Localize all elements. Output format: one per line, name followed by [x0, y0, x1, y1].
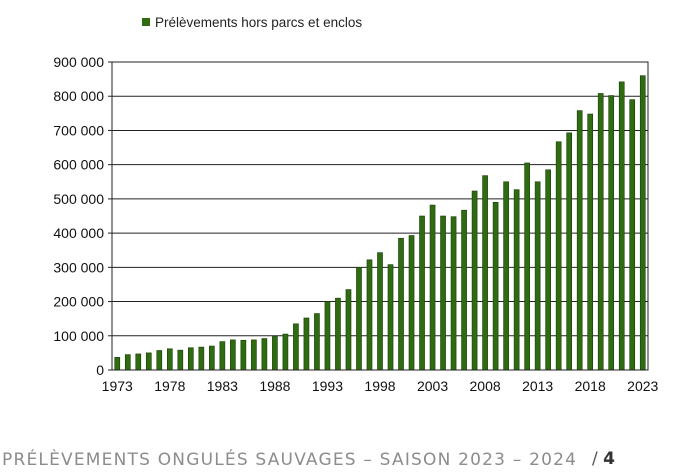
bar-1976: [145, 352, 152, 371]
bar-1987: [261, 338, 268, 371]
x-tick-label: 1973: [102, 378, 133, 394]
bar-2009: [492, 202, 499, 371]
bar-2017: [576, 110, 583, 371]
y-tick-label: 900 000: [53, 54, 104, 70]
bar-1999: [387, 264, 394, 371]
y-tick-label: 100 000: [53, 328, 104, 344]
y-tick-label: 500 000: [53, 191, 104, 207]
y-tick-label: 600 000: [53, 157, 104, 173]
x-tick-label: 2013: [522, 378, 553, 394]
legend-label: Prélèvements hors parcs et enclos: [155, 15, 362, 30]
bar-2006: [461, 209, 467, 371]
bar-2013: [534, 181, 541, 371]
x-tick-label: 1988: [259, 378, 290, 394]
bar-1996: [356, 267, 362, 371]
legend: Prélèvements hors parcs et enclos: [142, 15, 362, 30]
page-indicator: / 4: [592, 449, 615, 469]
bar-1974: [124, 354, 131, 371]
x-tick-label: 2018: [575, 378, 606, 394]
bar-2022: [629, 99, 636, 371]
plot-frame: [111, 61, 649, 371]
footer-title: PRÉLÈVEMENTS ONGULÉS SAUVAGES – SAISON 2…: [2, 450, 578, 470]
y-axis-tick-labels: 0 100 000 200 000 300 000 400 000 500 000 600 …: [53, 54, 104, 378]
y-tick-label: 0: [96, 362, 104, 378]
bar-2016: [566, 132, 572, 371]
x-tick-label: 1983: [207, 378, 238, 394]
bar-1982: [209, 345, 215, 371]
x-axis-tick-labels: 1973 1978 1983 1988 1993 1998 2003 2008 2013 2018…: [102, 378, 659, 394]
bar-1977: [156, 350, 163, 371]
x-tick-label: 2008: [470, 378, 501, 394]
bar-2003: [429, 204, 436, 371]
page-separator: /: [592, 449, 598, 469]
bar-1993: [324, 301, 331, 371]
bar-2008: [482, 175, 488, 371]
x-tick-label: 2023: [627, 378, 658, 394]
bar-1981: [198, 346, 205, 371]
x-tick-label: 2003: [417, 378, 448, 394]
bar-1989: [282, 333, 289, 371]
bar-2015: [555, 141, 562, 371]
bar-1992: [314, 313, 320, 371]
x-tick-label: 1998: [364, 378, 395, 394]
bar-2007: [471, 190, 478, 371]
bar-1984: [230, 339, 236, 371]
bar-2010: [503, 181, 509, 371]
bar-1986: [251, 339, 257, 371]
bar-1975: [135, 353, 142, 371]
bar-2021: [618, 81, 625, 371]
bar-1988: [272, 336, 278, 371]
bar-1978: [166, 348, 173, 371]
bar-1985: [240, 339, 247, 371]
bar-1990: [293, 323, 299, 371]
y-tick-label: 800 000: [53, 88, 104, 104]
page-number: 4: [603, 449, 615, 469]
y-tick-label: 300 000: [53, 259, 104, 275]
bar-2014: [545, 169, 551, 371]
bar-1991: [303, 317, 310, 371]
bar-2011: [513, 189, 520, 371]
y-tick-label: 200 000: [53, 294, 104, 310]
bar-1994: [335, 297, 341, 371]
y-tick-label: 400 000: [53, 225, 104, 241]
bar-2023: [639, 75, 646, 371]
bar-2000: [398, 237, 404, 371]
page-footer: PRÉLÈVEMENTS ONGULÉS SAUVAGES – SAISON 2…: [0, 446, 686, 474]
bar-1995: [345, 289, 352, 371]
x-tick-label: 1978: [154, 378, 185, 394]
bar-2019: [597, 93, 604, 371]
bar-1998: [377, 252, 383, 371]
bar-1979: [177, 349, 184, 371]
legend-swatch: [142, 18, 150, 26]
bar-1983: [219, 341, 226, 371]
bar-series: [114, 75, 646, 371]
bar-2005: [450, 216, 457, 371]
y-tick-label: 700 000: [53, 122, 104, 138]
bar-2018: [587, 113, 594, 371]
bar-1980: [188, 347, 194, 371]
bar-1973: [114, 357, 121, 371]
bar-chart: 0 100 000 200 000 300 000 400 000 500 000 600 …: [53, 15, 659, 394]
bar-1997: [366, 259, 373, 371]
bar-2004: [440, 215, 446, 371]
bar-2001: [408, 235, 415, 371]
x-tick-label: 1993: [312, 378, 343, 394]
bar-2012: [524, 162, 530, 371]
bar-2002: [419, 215, 425, 371]
bar-2020: [608, 95, 615, 371]
